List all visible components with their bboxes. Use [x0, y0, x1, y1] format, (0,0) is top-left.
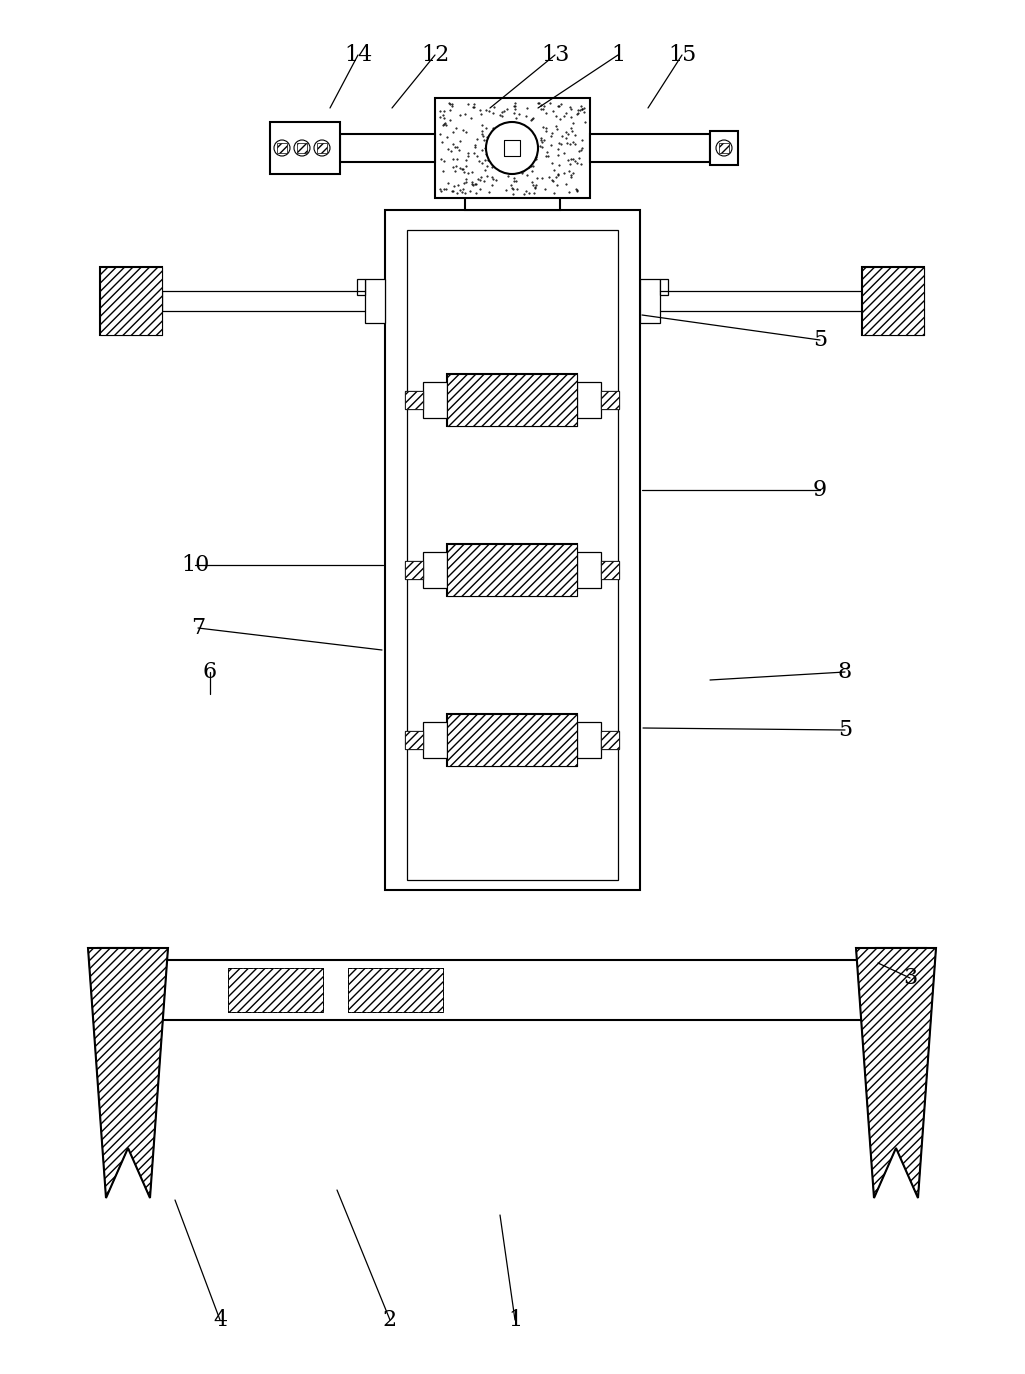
Bar — [423, 552, 447, 588]
Text: 10: 10 — [180, 554, 209, 576]
Bar — [504, 140, 520, 157]
Bar — [148, 960, 876, 1020]
Text: 7: 7 — [191, 617, 205, 639]
Bar — [100, 267, 162, 335]
Bar — [435, 98, 590, 198]
Bar — [340, 135, 435, 162]
Bar — [270, 122, 340, 174]
Text: 8: 8 — [837, 661, 852, 683]
Bar — [504, 140, 520, 157]
Circle shape — [294, 140, 310, 157]
Bar — [447, 374, 577, 426]
Text: 15: 15 — [668, 44, 696, 66]
Bar — [405, 561, 423, 578]
Bar — [660, 279, 668, 295]
Bar — [423, 382, 447, 418]
Circle shape — [716, 140, 732, 157]
Text: 2: 2 — [383, 1309, 397, 1331]
Bar — [862, 267, 924, 335]
Bar — [447, 374, 577, 426]
Text: 9: 9 — [813, 480, 827, 502]
Text: 1: 1 — [508, 1309, 522, 1331]
Text: 4: 4 — [213, 1309, 228, 1331]
Bar — [228, 969, 323, 1013]
Bar — [601, 731, 619, 749]
Bar — [100, 267, 162, 335]
Bar — [601, 392, 619, 409]
Bar — [447, 544, 577, 596]
Bar — [407, 229, 618, 879]
Text: 13: 13 — [541, 44, 569, 66]
Bar — [590, 135, 710, 162]
Bar — [348, 969, 443, 1013]
Bar — [862, 267, 924, 335]
Bar — [277, 143, 287, 153]
Bar — [317, 143, 327, 153]
Bar — [601, 561, 619, 578]
Text: 1: 1 — [611, 44, 625, 66]
Bar — [405, 392, 423, 409]
Bar — [640, 279, 660, 323]
Bar — [577, 382, 601, 418]
Bar — [601, 731, 619, 749]
Bar — [385, 210, 640, 890]
Bar — [577, 552, 601, 588]
Text: 6: 6 — [203, 661, 217, 683]
Polygon shape — [856, 948, 936, 1198]
Bar — [405, 731, 423, 749]
Bar — [447, 714, 577, 765]
Bar — [710, 131, 738, 165]
Bar — [348, 969, 443, 1013]
Text: 12: 12 — [421, 44, 449, 66]
Text: 5: 5 — [838, 719, 852, 741]
Bar — [423, 721, 447, 758]
Text: 3: 3 — [903, 967, 917, 989]
Bar — [876, 948, 926, 1030]
Bar — [98, 948, 148, 1030]
Text: 14: 14 — [343, 44, 372, 66]
Bar — [297, 143, 308, 153]
Bar — [447, 544, 577, 596]
Bar — [719, 143, 729, 153]
Bar — [365, 279, 385, 323]
Bar — [228, 969, 323, 1013]
Bar — [465, 181, 560, 210]
Bar — [601, 392, 619, 409]
Circle shape — [314, 140, 330, 157]
Bar — [405, 392, 423, 409]
Bar — [601, 561, 619, 578]
Bar — [405, 561, 423, 578]
Bar — [577, 721, 601, 758]
Circle shape — [274, 140, 290, 157]
Bar — [357, 279, 365, 295]
Bar — [405, 731, 423, 749]
Circle shape — [486, 122, 538, 174]
Polygon shape — [88, 948, 168, 1198]
Bar — [447, 714, 577, 765]
Text: 5: 5 — [813, 328, 827, 350]
